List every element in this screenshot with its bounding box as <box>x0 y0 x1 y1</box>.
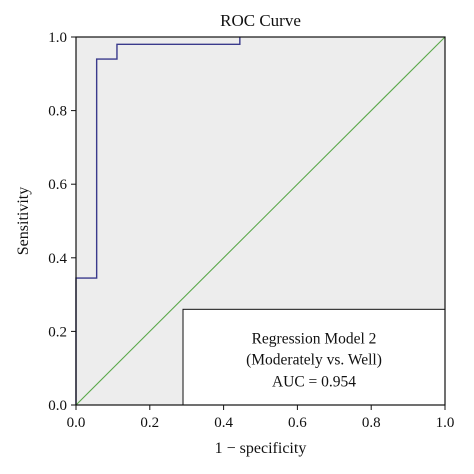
y-tick-label: 0.0 <box>48 398 67 414</box>
x-tick-label: 0.6 <box>288 415 307 431</box>
legend-box: Regression Model 2 (Moderately vs. Well)… <box>182 308 446 406</box>
series-layer <box>75 36 446 406</box>
x-axis-title: 1 − specificity <box>215 440 307 457</box>
legend-model-label: Regression Model 2 <box>252 330 377 347</box>
y-axis-ticks: 0.0 0.2 0.4 0.6 0.8 1.0 <box>48 30 76 414</box>
x-tick-label: 0.8 <box>362 415 381 431</box>
y-tick-label: 0.4 <box>48 251 67 267</box>
x-tick-label: 0.4 <box>214 415 233 431</box>
y-axis-title: Sensitivity <box>15 187 32 255</box>
roc-curve-line <box>75 37 241 405</box>
x-axis-ticks: 0.0 0.2 0.4 0.6 0.8 1.0 <box>67 405 455 431</box>
legend-auc-label: AUC = 0.954 <box>272 373 356 390</box>
y-tick-label: 1.0 <box>48 30 67 46</box>
y-tick-label: 0.2 <box>48 324 67 340</box>
plot-frame <box>75 36 446 406</box>
x-tick-label: 0.2 <box>140 415 159 431</box>
reference-diagonal-line <box>75 36 446 406</box>
legend-comparison-label: (Moderately vs. Well) <box>246 351 382 368</box>
y-tick-label: 0.6 <box>48 177 67 193</box>
x-tick-label: 1.0 <box>436 415 455 431</box>
y-tick-label: 0.8 <box>48 104 67 120</box>
x-tick-label: 0.0 <box>67 415 86 431</box>
legend-background <box>182 308 446 406</box>
chart-title: ROC Curve <box>220 11 301 30</box>
